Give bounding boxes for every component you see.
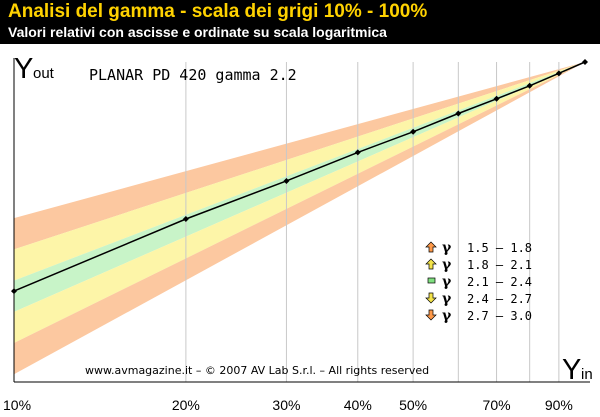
chart-subtitle: Valori relativi con ascisse e ordinate s… bbox=[8, 24, 387, 40]
axes bbox=[13, 58, 590, 383]
x-tick-label-5: 70% bbox=[483, 397, 511, 413]
legend-range-label: 2.4 – 2.7 bbox=[467, 292, 532, 306]
chart-header: Analisi del gamma - scala dei grigi 10% … bbox=[0, 0, 600, 44]
legend-range-label: 2.7 – 3.0 bbox=[467, 309, 532, 323]
data-point-6 bbox=[493, 95, 500, 102]
legend-range-label: 1.5 – 1.8 bbox=[467, 241, 532, 255]
legend-gamma-symbol: γ bbox=[442, 308, 452, 324]
data-point-0 bbox=[11, 288, 17, 295]
data-point-7 bbox=[526, 82, 533, 89]
x-tick-label-3: 40% bbox=[344, 397, 372, 413]
legend: γ 1.5 – 1.8 γ 1.8 – 2.1 γ 2.1 – 2.4 γ 2.4 – 2.7… bbox=[425, 240, 532, 324]
x-tick-label-4: 50% bbox=[399, 397, 427, 413]
x-tick-labels: 10% 20% 30% 40% 50% 70% 90% bbox=[3, 397, 573, 413]
arrow-down-icon bbox=[425, 292, 437, 304]
data-point-9 bbox=[582, 59, 588, 65]
legend-item-0: γ 1.5 – 1.8 bbox=[425, 240, 532, 256]
data-point-1 bbox=[182, 216, 189, 223]
data-point-8 bbox=[555, 70, 562, 77]
legend-range-label: 2.1 – 2.4 bbox=[467, 275, 532, 289]
legend-item-1: γ 1.8 – 2.1 bbox=[425, 257, 532, 273]
x-tick-label-1: 20% bbox=[172, 397, 200, 413]
x-tick-label-2: 30% bbox=[272, 397, 300, 413]
y-axis-label-sub: out bbox=[33, 65, 55, 82]
arrow-down-icon bbox=[425, 309, 437, 321]
data-point-5 bbox=[455, 110, 462, 117]
x-axis-label-main: Y bbox=[562, 354, 581, 386]
copyright-credit: www.avmagazine.it – © 2007 AV Lab S.r.l.… bbox=[85, 364, 429, 377]
square-icon bbox=[427, 277, 436, 284]
data-point-4 bbox=[410, 128, 417, 135]
y-axis-label-main: Y bbox=[14, 53, 33, 85]
legend-gamma-symbol: γ bbox=[442, 257, 452, 273]
chart-plot-title: PLANAR PD 420 gamma 2.2 bbox=[89, 66, 297, 84]
series-line-0 bbox=[13, 61, 586, 292]
legend-gamma-symbol: γ bbox=[442, 240, 452, 256]
data-point-3 bbox=[354, 149, 361, 156]
arrow-up-icon bbox=[425, 258, 437, 270]
legend-item-3: γ 2.4 – 2.7 bbox=[425, 291, 532, 307]
gamma-bands bbox=[14, 62, 585, 375]
x-axis-label-sub: in bbox=[581, 366, 593, 383]
chart-title: Analisi del gamma - scala dei grigi 10% … bbox=[8, 1, 428, 22]
legend-item-2: γ 2.1 – 2.4 bbox=[427, 274, 532, 290]
legend-range-label: 1.8 – 2.1 bbox=[467, 258, 532, 272]
gamma-plot: PLANAR PD 420 gamma 2.2 Y out Y in www.a… bbox=[3, 53, 593, 413]
legend-gamma-symbol: γ bbox=[442, 291, 452, 307]
legend-item-4: γ 2.7 – 3.0 bbox=[425, 308, 532, 324]
gamma-band-4 bbox=[14, 62, 585, 375]
data-point-2 bbox=[283, 177, 290, 184]
x-tick-label-0: 10% bbox=[3, 397, 31, 413]
gamma-series bbox=[11, 59, 588, 295]
x-tick-label-6: 90% bbox=[545, 397, 573, 413]
arrow-up-icon bbox=[425, 241, 437, 253]
legend-gamma-symbol: γ bbox=[442, 274, 452, 290]
